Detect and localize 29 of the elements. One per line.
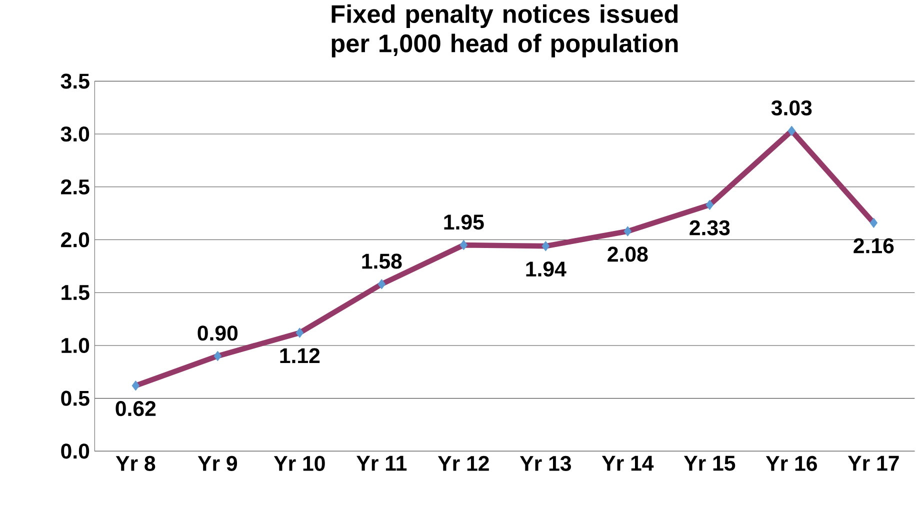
y-tick-label: 1.0 (62, 338, 90, 354)
x-tick-label: Yr 11 (356, 456, 407, 471)
x-tick-label: Yr 15 (684, 456, 736, 472)
x-tick-label: Yr 10 (274, 456, 325, 472)
y-tick-label: 3.5 (60, 74, 90, 89)
y-tick-label: 2.5 (61, 180, 90, 195)
data-label: 1.12 (280, 348, 320, 364)
data-label: 2.33 (690, 220, 730, 236)
y-tick-label: 3.0 (60, 126, 90, 142)
x-tick-label: Yr 14 (602, 456, 654, 471)
chart-title: Fixed penalty notices issued per 1,000 head of population (332, 4, 678, 58)
data-label: 1.95 (444, 214, 484, 230)
x-tick-label: Yr 16 (766, 456, 817, 472)
x-tick-label: Yr 9 (198, 456, 238, 472)
x-tick-label: Yr 13 (520, 456, 571, 472)
y-tick-label: 2.0 (61, 232, 90, 248)
data-label: 0.90 (198, 326, 238, 341)
data-label: 2.16 (854, 238, 894, 254)
y-tick-label: 1.5 (62, 285, 90, 300)
y-tick-label: 0.0 (61, 444, 90, 459)
data-label: 1.58 (362, 254, 402, 270)
data-label: 3.03 (771, 100, 812, 116)
x-tick-label: Yr 17 (848, 456, 899, 471)
y-tick-label: 0.5 (61, 391, 90, 406)
data-label: 2.08 (608, 246, 648, 262)
x-tick-label: Yr 12 (438, 456, 489, 472)
data-label: 0.62 (116, 401, 156, 416)
data-label: 1.94 (526, 262, 566, 277)
x-tick-label: Yr 8 (116, 456, 156, 472)
